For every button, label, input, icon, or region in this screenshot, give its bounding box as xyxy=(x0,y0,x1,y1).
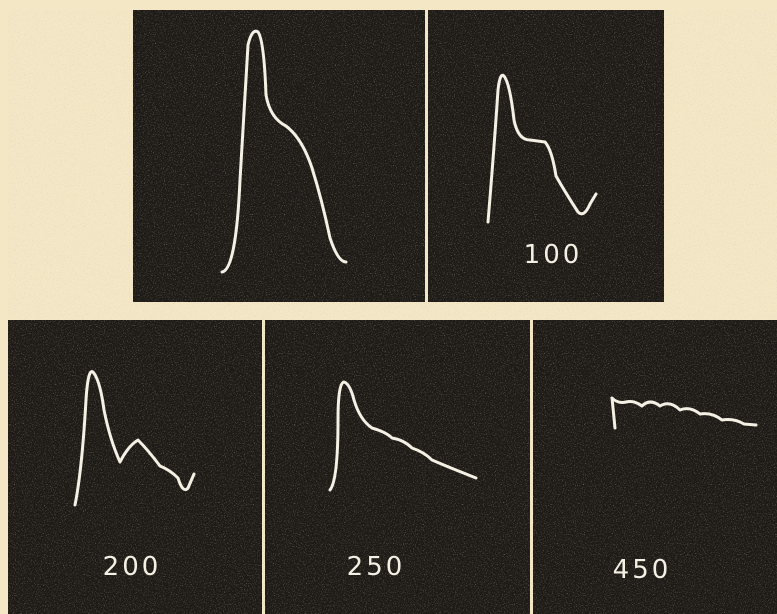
figure: 100 200 250 450 xyxy=(0,0,777,614)
panel-label: 450 xyxy=(613,555,672,585)
panel-label: 100 xyxy=(524,240,583,270)
panel-label: 200 xyxy=(103,552,162,582)
grain xyxy=(8,10,777,614)
panel-label: 250 xyxy=(347,552,406,582)
